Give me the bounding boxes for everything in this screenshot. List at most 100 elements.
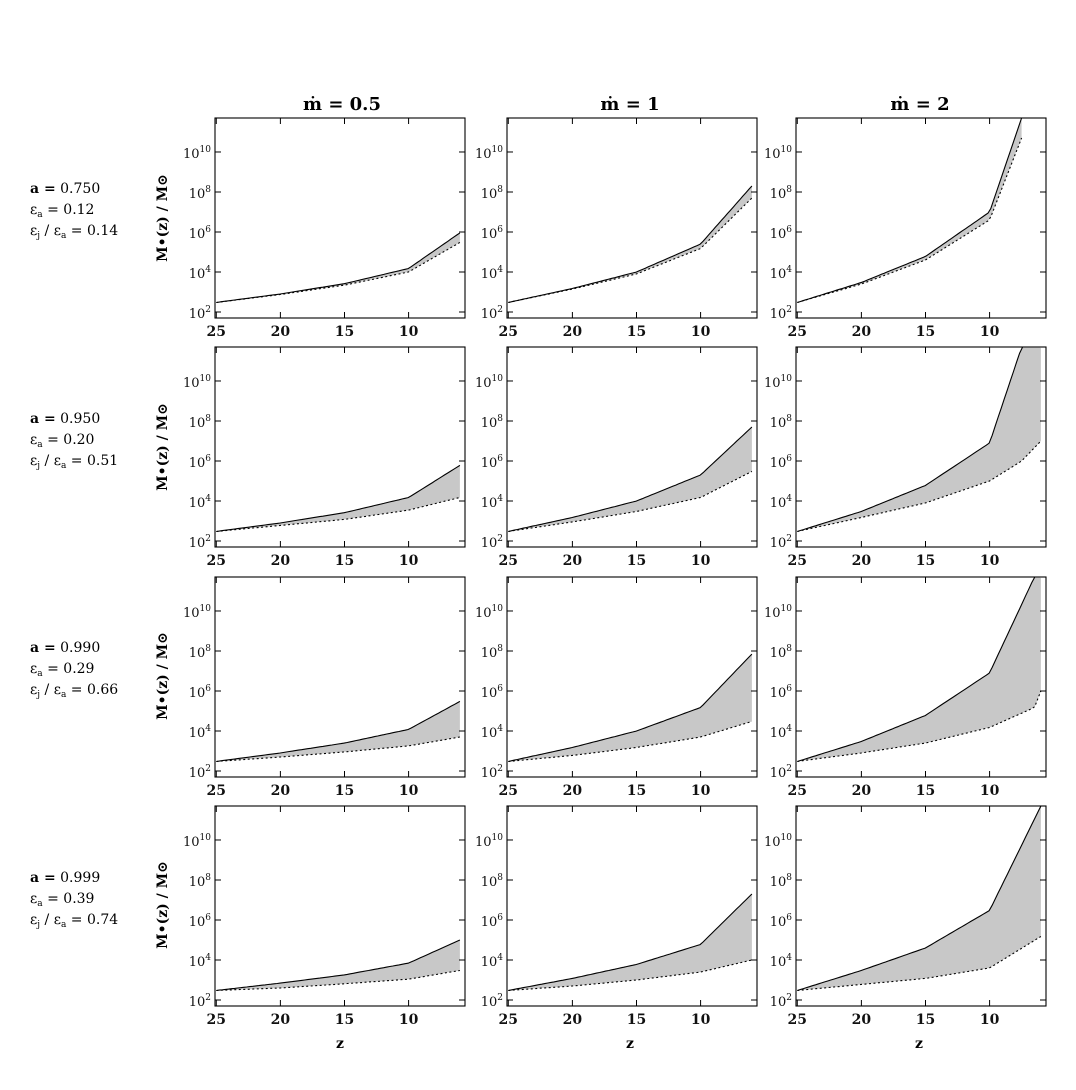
x-tick-label: 25: [207, 1012, 226, 1028]
x-tick-label: 25: [788, 324, 807, 340]
y-tick-label: 102: [770, 534, 792, 551]
panel-r1-c1: 102 104 106 108 1010 25 20 15 10: [475, 346, 758, 569]
row-label-2: a = 0.990 εa = 0.29 εj / εa = 0.66: [30, 640, 118, 700]
y-tick-label: 104: [481, 265, 504, 282]
svg-text:εa = 0.12: εa = 0.12: [30, 202, 94, 220]
lower-curve: [216, 496, 461, 533]
uncertainty-band: [508, 654, 752, 762]
x-tick-label: 10: [691, 783, 711, 799]
column-title-mdot-1: ṁ = 1: [600, 94, 659, 115]
x-tick-label: 10: [399, 1012, 419, 1028]
lower-curve: [508, 959, 753, 992]
x-tick-label: 25: [207, 324, 226, 340]
y-tick-label: 108: [770, 185, 793, 202]
lower-curve: [797, 936, 1042, 992]
y-tick-label: 102: [770, 764, 792, 781]
x-tick-label: 10: [691, 324, 711, 340]
y-tick-label: 108: [189, 414, 212, 431]
x-tick-label: 20: [271, 324, 291, 340]
x-tick-label: 15: [627, 783, 646, 799]
x-tick-label: 20: [271, 553, 291, 569]
y-tick-label: 1010: [475, 374, 503, 391]
x-tick-label: 20: [852, 783, 872, 799]
upper-curve: [508, 653, 753, 763]
y-tick-label: 104: [481, 953, 504, 970]
x-tick-label: 10: [691, 1012, 711, 1028]
x-tick-label: 10: [980, 553, 1000, 569]
y-tick-label: 106: [770, 684, 793, 701]
y-axis-title-row-1: M•(z) / M⊙: [155, 403, 171, 491]
y-tick-label: 102: [189, 534, 211, 551]
x-tick-label: 10: [980, 783, 1000, 799]
x-tick-label: 25: [788, 1012, 807, 1028]
y-tick-label: 106: [481, 454, 504, 471]
upper-curve: [797, 806, 1042, 992]
lower-curve: [797, 690, 1042, 763]
panel-r3-c2: 102 104 106 108 1010 25 20 15 10: [764, 805, 1047, 1028]
column-title-mdot-2: ṁ = 2: [890, 94, 949, 115]
y-tick-label: 104: [189, 494, 212, 511]
y-tick-label: 108: [481, 644, 504, 661]
y-tick-label: 104: [770, 953, 793, 970]
y-tick-label: 106: [770, 225, 793, 242]
y-tick-label: 106: [770, 913, 793, 930]
uncertainty-band: [216, 940, 460, 991]
x-axis-title-col-1: z: [626, 1036, 634, 1052]
x-tick-label: 15: [627, 1012, 646, 1028]
uncertainty-band: [797, 347, 1041, 532]
row-label-3: a = 0.999 εa = 0.39 εj / εa = 0.74: [30, 870, 118, 930]
svg-text:a = 0.999: a = 0.999: [30, 870, 100, 886]
y-tick-label: 102: [481, 993, 503, 1010]
x-tick-label: 10: [399, 324, 419, 340]
x-tick-label: 20: [852, 1012, 872, 1028]
x-tick-label: 15: [335, 783, 354, 799]
y-axis-title-row-3: M•(z) / M⊙: [155, 861, 171, 949]
y-tick-label: 104: [481, 724, 504, 741]
y-tick-label: 104: [189, 724, 212, 741]
panel-r0-c2: 102 104 106 108 1010 25 20 15 10: [764, 117, 1047, 340]
y-tick-label: 106: [189, 454, 212, 471]
uncertainty-band: [216, 465, 460, 532]
x-tick-label: 25: [499, 553, 518, 569]
panel-r1-c2: 102 104 106 108 1010 25 20 15 10: [764, 346, 1047, 569]
lower-curve: [797, 137, 1023, 304]
x-tick-label: 15: [335, 1012, 354, 1028]
x-tick-label: 25: [207, 553, 226, 569]
y-tick-label: 102: [189, 764, 211, 781]
uncertainty-band: [216, 232, 460, 303]
y-tick-label: 1010: [764, 604, 792, 621]
svg-text:a = 0.750: a = 0.750: [30, 181, 100, 197]
y-tick-label: 104: [189, 265, 212, 282]
x-tick-label: 25: [499, 783, 518, 799]
y-tick-label: 106: [481, 913, 504, 930]
x-tick-label: 15: [916, 1012, 935, 1028]
y-tick-label: 108: [770, 644, 793, 661]
uncertainty-band: [797, 577, 1041, 762]
panel-r2-c1: 102 104 106 108 1010 25 20 15 10: [475, 576, 758, 799]
svg-text:εj / εa = 0.51: εj / εa = 0.51: [30, 453, 118, 471]
x-axis-title-col-0: z: [336, 1036, 344, 1052]
y-tick-label: 106: [189, 684, 212, 701]
panel-frame: [795, 117, 1047, 319]
panel-frame: [506, 346, 758, 548]
svg-text:εj / εa = 0.66: εj / εa = 0.66: [30, 682, 118, 700]
x-tick-label: 25: [788, 783, 807, 799]
column-title-mdot-0.5: ṁ = 0.5: [303, 94, 381, 115]
x-axis-title-col-2: z: [915, 1036, 923, 1052]
x-tick-label: 15: [335, 324, 354, 340]
lower-curve: [508, 470, 753, 533]
x-tick-label: 20: [852, 553, 872, 569]
y-tick-label: 108: [189, 873, 212, 890]
y-tick-label: 1010: [475, 604, 503, 621]
svg-text:εj / εa = 0.74: εj / εa = 0.74: [30, 912, 118, 930]
uncertainty-band: [508, 186, 752, 303]
y-tick-label: 102: [481, 305, 503, 322]
x-tick-label: 20: [271, 1012, 291, 1028]
x-tick-label: 25: [207, 783, 226, 799]
y-axis-title-row-0: M•(z) / M⊙: [155, 174, 171, 262]
uncertainty-band: [508, 894, 752, 991]
y-tick-label: 104: [770, 265, 793, 282]
panel-r1-c0: 102 104 106 108 1010 25 20 15 10: [183, 346, 466, 569]
y-tick-label: 106: [189, 913, 212, 930]
